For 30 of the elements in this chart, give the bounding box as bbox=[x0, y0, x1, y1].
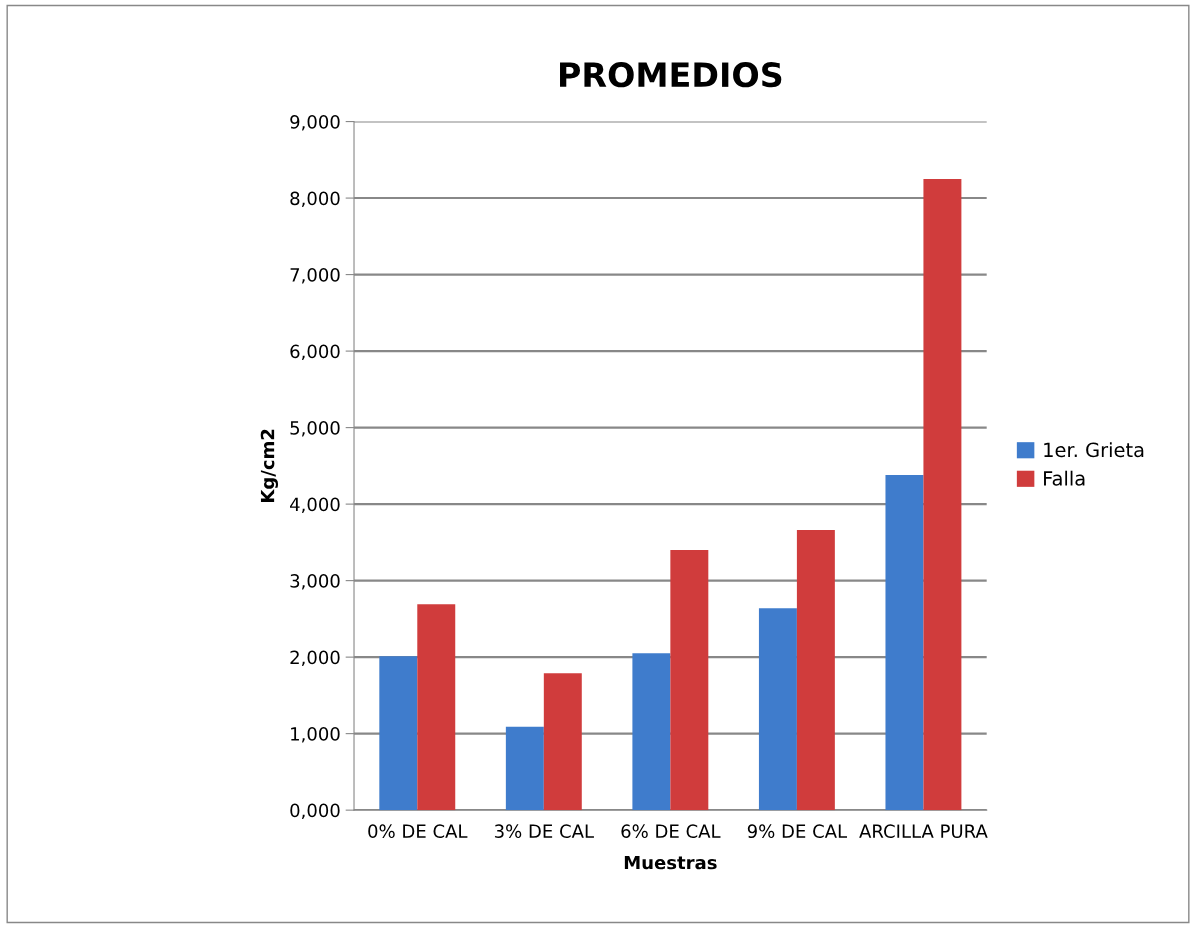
x-tick-label: 6% DE CAL bbox=[621, 824, 721, 839]
bar bbox=[505, 726, 544, 811]
bar bbox=[885, 475, 924, 811]
y-axis-title: Kg/cm2 bbox=[260, 429, 279, 502]
bar bbox=[417, 604, 456, 811]
y-tick-label: 8,000 bbox=[290, 191, 340, 208]
y-tick-label: 1,000 bbox=[291, 727, 340, 743]
bar bbox=[796, 530, 835, 811]
y-tick-label: 5,000 bbox=[290, 421, 340, 437]
y-tick-label: 7,000 bbox=[290, 268, 340, 284]
x-tick-label: 0% DE CAL bbox=[368, 824, 468, 839]
bar bbox=[923, 178, 962, 811]
y-tick-label: 6,000 bbox=[290, 344, 340, 361]
bar bbox=[543, 673, 582, 811]
bar bbox=[670, 550, 709, 811]
x-tick-label: ARCILLA PURA bbox=[859, 824, 988, 839]
y-tick-label: 3,000 bbox=[290, 574, 340, 590]
bar bbox=[632, 653, 671, 811]
y-tick-label: 2,000 bbox=[290, 650, 340, 667]
legend-label: 1er. Grieta bbox=[1044, 442, 1144, 458]
x-tick-label: 9% DE CAL bbox=[747, 824, 848, 839]
legend-label: Falla bbox=[1044, 470, 1085, 486]
bar bbox=[379, 656, 418, 811]
y-tick-label: 0,000 bbox=[290, 803, 340, 820]
x-tick-label: 3% DE CAL bbox=[494, 824, 594, 839]
chart-title: PROMEDIOS bbox=[560, 62, 782, 88]
y-tick-label: 4,000 bbox=[290, 497, 340, 514]
x-axis-title: Muestras bbox=[624, 855, 717, 870]
y-tick-label: 9,000 bbox=[290, 115, 340, 131]
bar bbox=[758, 608, 797, 811]
